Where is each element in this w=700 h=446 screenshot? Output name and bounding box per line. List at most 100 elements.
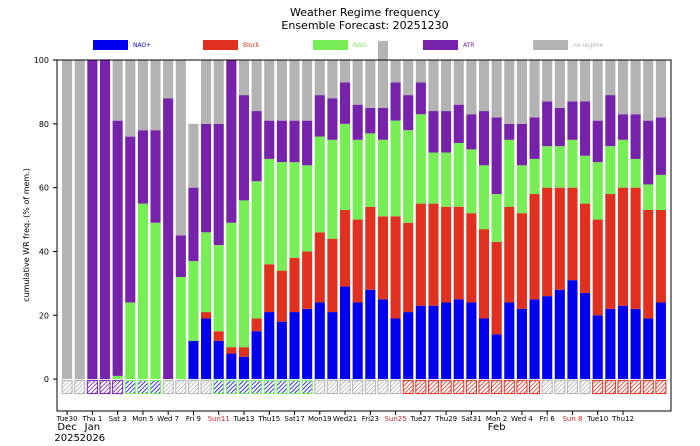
bar-no-regime-10 — [188, 123, 199, 188]
bar-no-regime-11 — [201, 60, 212, 124]
bar-nao-39 — [554, 289, 565, 380]
legend-swatch-block — [203, 40, 238, 50]
bar-atr-25 — [377, 107, 389, 140]
legend-label-atr: ATR — [463, 42, 474, 49]
bar-nao-19 — [302, 165, 313, 252]
bar-atr-23 — [352, 104, 363, 140]
marker-nao-17 — [276, 380, 288, 395]
marker-no-regime-1 — [74, 380, 86, 395]
marker-nao-5 — [124, 380, 136, 395]
marker-nao-6 — [137, 380, 149, 395]
marker-block-47 — [655, 380, 667, 395]
legend-swatch-atr — [423, 40, 458, 50]
bar-block-28 — [415, 203, 426, 306]
marker-block-46 — [642, 380, 654, 395]
y-tick-label-60: 60 — [39, 184, 49, 193]
bar-nao-23 — [352, 139, 363, 220]
bar-nao-14 — [238, 200, 250, 348]
bar-nao-24 — [365, 289, 376, 380]
marker-no-regime-0 — [61, 380, 73, 395]
x-tick-label-6: Mon 5 — [132, 415, 153, 423]
bar-nao-43 — [605, 308, 616, 380]
bar-no-regime-12 — [213, 60, 224, 124]
marker-nao-15 — [251, 380, 263, 395]
bar-no-regime-1 — [74, 60, 85, 380]
bar-nao-27 — [403, 130, 414, 223]
bar-atr-21 — [327, 98, 338, 140]
marker-no-regime-9 — [175, 380, 187, 395]
bar-atr-46 — [643, 120, 654, 185]
marker-no-regime-25 — [377, 380, 389, 395]
bar-block-11 — [201, 312, 212, 319]
marker-no-regime-23 — [352, 380, 364, 395]
bar-block-15 — [251, 318, 262, 332]
bar-nao-16 — [264, 158, 275, 265]
marker-nao-16 — [263, 380, 275, 395]
bar-nao-35 — [504, 302, 515, 380]
bar-nao-30 — [441, 152, 452, 207]
bar-nao-36 — [516, 308, 527, 380]
marker-block-45 — [630, 380, 642, 395]
bar-nao-35 — [504, 139, 515, 207]
marker-no-regime-41 — [579, 380, 591, 395]
bar-atr-34 — [491, 117, 502, 195]
bar-atr-40 — [567, 101, 578, 140]
marker-nao-7 — [149, 380, 162, 395]
marker-no-regime-22 — [339, 380, 351, 395]
bar-no-regime-22 — [339, 60, 351, 83]
year-label-2025: 2025 — [54, 433, 79, 444]
legend-label-nao: NAO- — [353, 42, 369, 49]
x-tick-label-42: Tue10 — [586, 415, 608, 423]
x-tick-label-36: Wed 4 — [511, 415, 533, 423]
marker-block-35 — [503, 380, 515, 395]
bar-block-20 — [314, 232, 325, 303]
marker-atr-3 — [99, 380, 111, 395]
bar-block-27 — [403, 222, 414, 313]
bar-nao-47 — [655, 174, 666, 210]
bar-no-regime-37 — [529, 60, 540, 118]
bar-atr-17 — [276, 120, 287, 163]
x-tick-label-18: Sat17 — [284, 415, 304, 423]
bar-atr-37 — [529, 117, 540, 159]
bar-atr-18 — [289, 120, 300, 163]
bar-atr-32 — [466, 114, 477, 150]
bar-no-regime-17 — [276, 60, 287, 121]
x-tick-label-2: Thu 1 — [81, 415, 102, 423]
bar-atr-8 — [163, 98, 174, 380]
bar-block-38 — [542, 187, 553, 297]
bar-nao-21 — [327, 139, 338, 239]
marker-no-regime-11 — [200, 380, 212, 395]
bar-nao-18 — [289, 312, 300, 380]
bar-block-16 — [264, 264, 275, 313]
marker-no-regime-39 — [554, 380, 566, 395]
bar-atr-20 — [314, 95, 325, 137]
bar-no-regime-19 — [302, 60, 313, 121]
bar-nao-46 — [643, 184, 654, 210]
year-label-2026: 2026 — [80, 433, 105, 444]
bar-nao-25 — [377, 139, 389, 217]
bar-atr-12 — [213, 123, 224, 246]
bar-nao-23 — [352, 302, 363, 380]
bar-nao-15 — [251, 181, 262, 319]
bar-block-19 — [302, 251, 313, 309]
marker-block-32 — [465, 380, 477, 395]
marker-block-27 — [402, 380, 414, 395]
bar-atr-24 — [365, 107, 376, 134]
bar-nao-7 — [150, 222, 161, 380]
bar-block-43 — [605, 194, 616, 309]
x-tick-label-40: Sun 8 — [562, 415, 582, 423]
bar-no-regime-26 — [390, 60, 401, 83]
bar-block-47 — [655, 209, 666, 303]
bar-atr-16 — [264, 120, 275, 159]
bar-atr-41 — [580, 101, 591, 156]
month-label-dec: Dec — [57, 422, 76, 433]
marker-block-44 — [617, 380, 629, 395]
bar-atr-31 — [453, 104, 464, 143]
bar-block-12 — [213, 331, 224, 341]
bar-block-37 — [529, 194, 540, 300]
bar-nao-32 — [466, 149, 477, 214]
bar-no-regime-7 — [150, 60, 161, 131]
bar-nao-37 — [529, 299, 540, 380]
bar-no-regime-6 — [137, 60, 148, 131]
bar-nao-45 — [630, 308, 641, 380]
